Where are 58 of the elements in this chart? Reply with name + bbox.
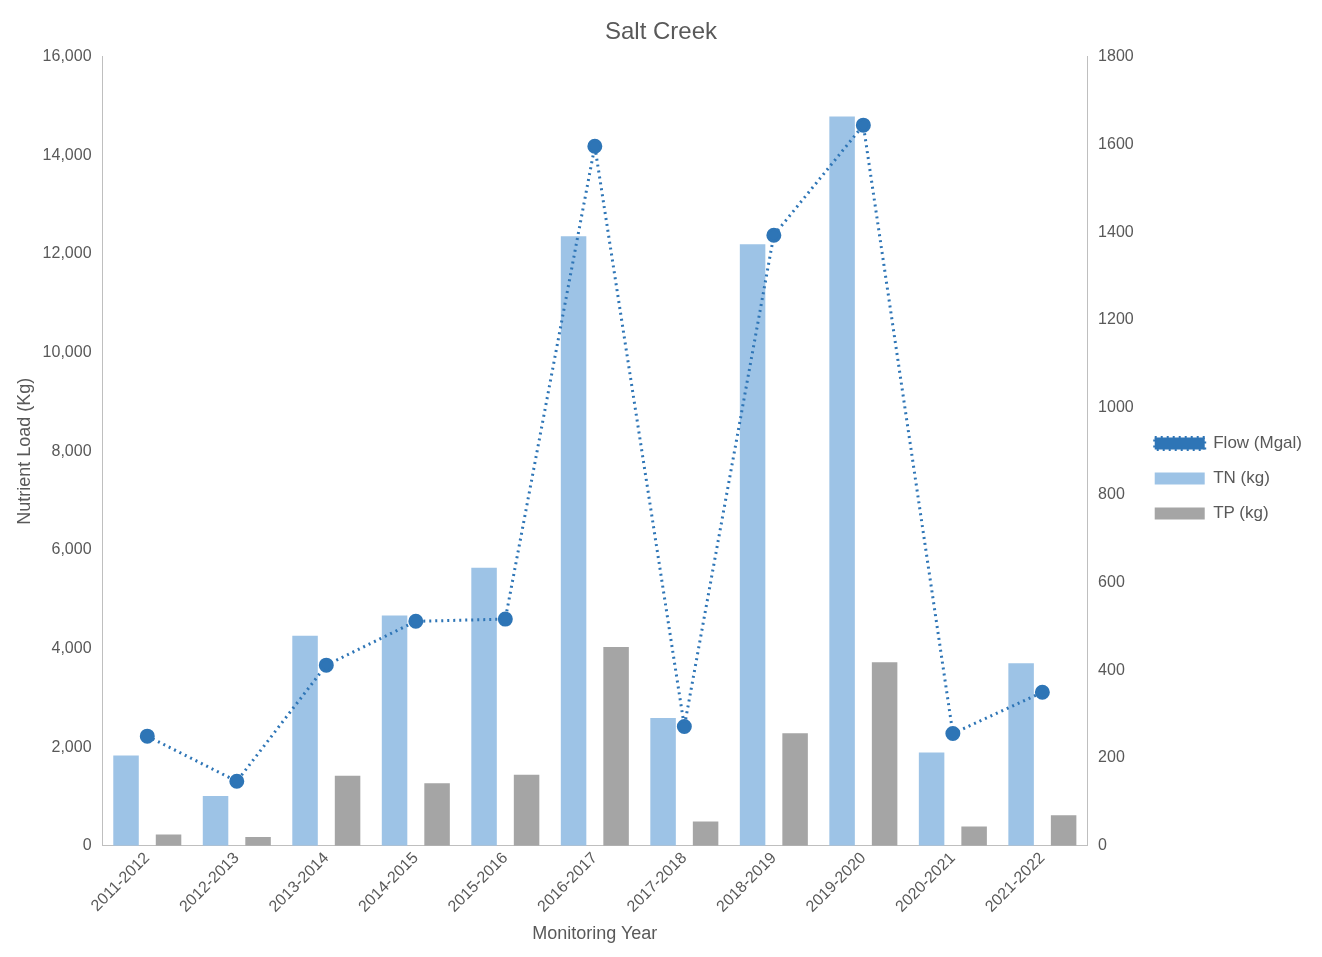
point (497, 611, 513, 627)
y2-tick-label: 1400 (1098, 222, 1134, 240)
point (855, 117, 871, 133)
bar (424, 783, 450, 846)
y2-tick-label: 1000 (1098, 397, 1134, 415)
y2-tick-label: 1800 (1098, 47, 1134, 65)
point (139, 728, 155, 744)
bar (292, 635, 318, 846)
point (408, 613, 424, 629)
x-axis-title: Monitoring Year (532, 923, 658, 944)
y-tick-label: 14,000 (42, 145, 92, 163)
point (229, 773, 245, 789)
bar (513, 774, 540, 846)
point (318, 657, 334, 673)
bar (829, 116, 855, 846)
bar (1008, 663, 1034, 846)
bar (155, 834, 182, 846)
y-tick-label: 16,000 (42, 47, 92, 65)
y-tick-label: 0 (82, 836, 92, 854)
bar (381, 615, 408, 846)
bar (202, 795, 229, 846)
y2-tick-label: 400 (1098, 660, 1125, 678)
y-tick-label: 12,000 (42, 244, 92, 262)
y2-tick-label: 1200 (1098, 310, 1134, 328)
bar (871, 662, 898, 846)
bar (961, 826, 987, 846)
chart-title: Salt Creek (604, 17, 719, 45)
bar (245, 837, 271, 846)
legend-label: Flow (Mgal) (1213, 433, 1303, 453)
y-tick-label: 10,000 (42, 343, 92, 361)
point (945, 726, 961, 742)
y-tick-label: 2,000 (51, 737, 92, 755)
legend-label: TN (kg) (1213, 468, 1270, 488)
bar (650, 718, 676, 846)
bar (739, 244, 766, 846)
bar (918, 752, 945, 846)
y2-tick-label: 1600 (1098, 134, 1134, 152)
y-tick-label: 6,000 (51, 540, 92, 558)
point (1034, 684, 1050, 700)
point (587, 138, 603, 154)
bar (603, 647, 629, 846)
y-axis-title: Nutrient Load (Kg) (13, 377, 34, 525)
bar (782, 733, 808, 846)
bar (560, 236, 587, 846)
y2-tick-label: 800 (1098, 485, 1125, 503)
y2-tick-label: 600 (1098, 573, 1125, 591)
bar (334, 775, 361, 846)
y2-tick-label: 200 (1098, 748, 1125, 766)
bar (113, 755, 139, 846)
y2-tick-label: 0 (1098, 836, 1108, 854)
y-tick-label: 4,000 (51, 638, 92, 656)
bar (471, 567, 497, 846)
legend-label: TP (kg) (1213, 503, 1269, 523)
bar (692, 821, 719, 846)
point (766, 227, 782, 243)
bar (1050, 815, 1077, 846)
point (676, 719, 692, 734)
y-tick-label: 8,000 (51, 441, 92, 459)
